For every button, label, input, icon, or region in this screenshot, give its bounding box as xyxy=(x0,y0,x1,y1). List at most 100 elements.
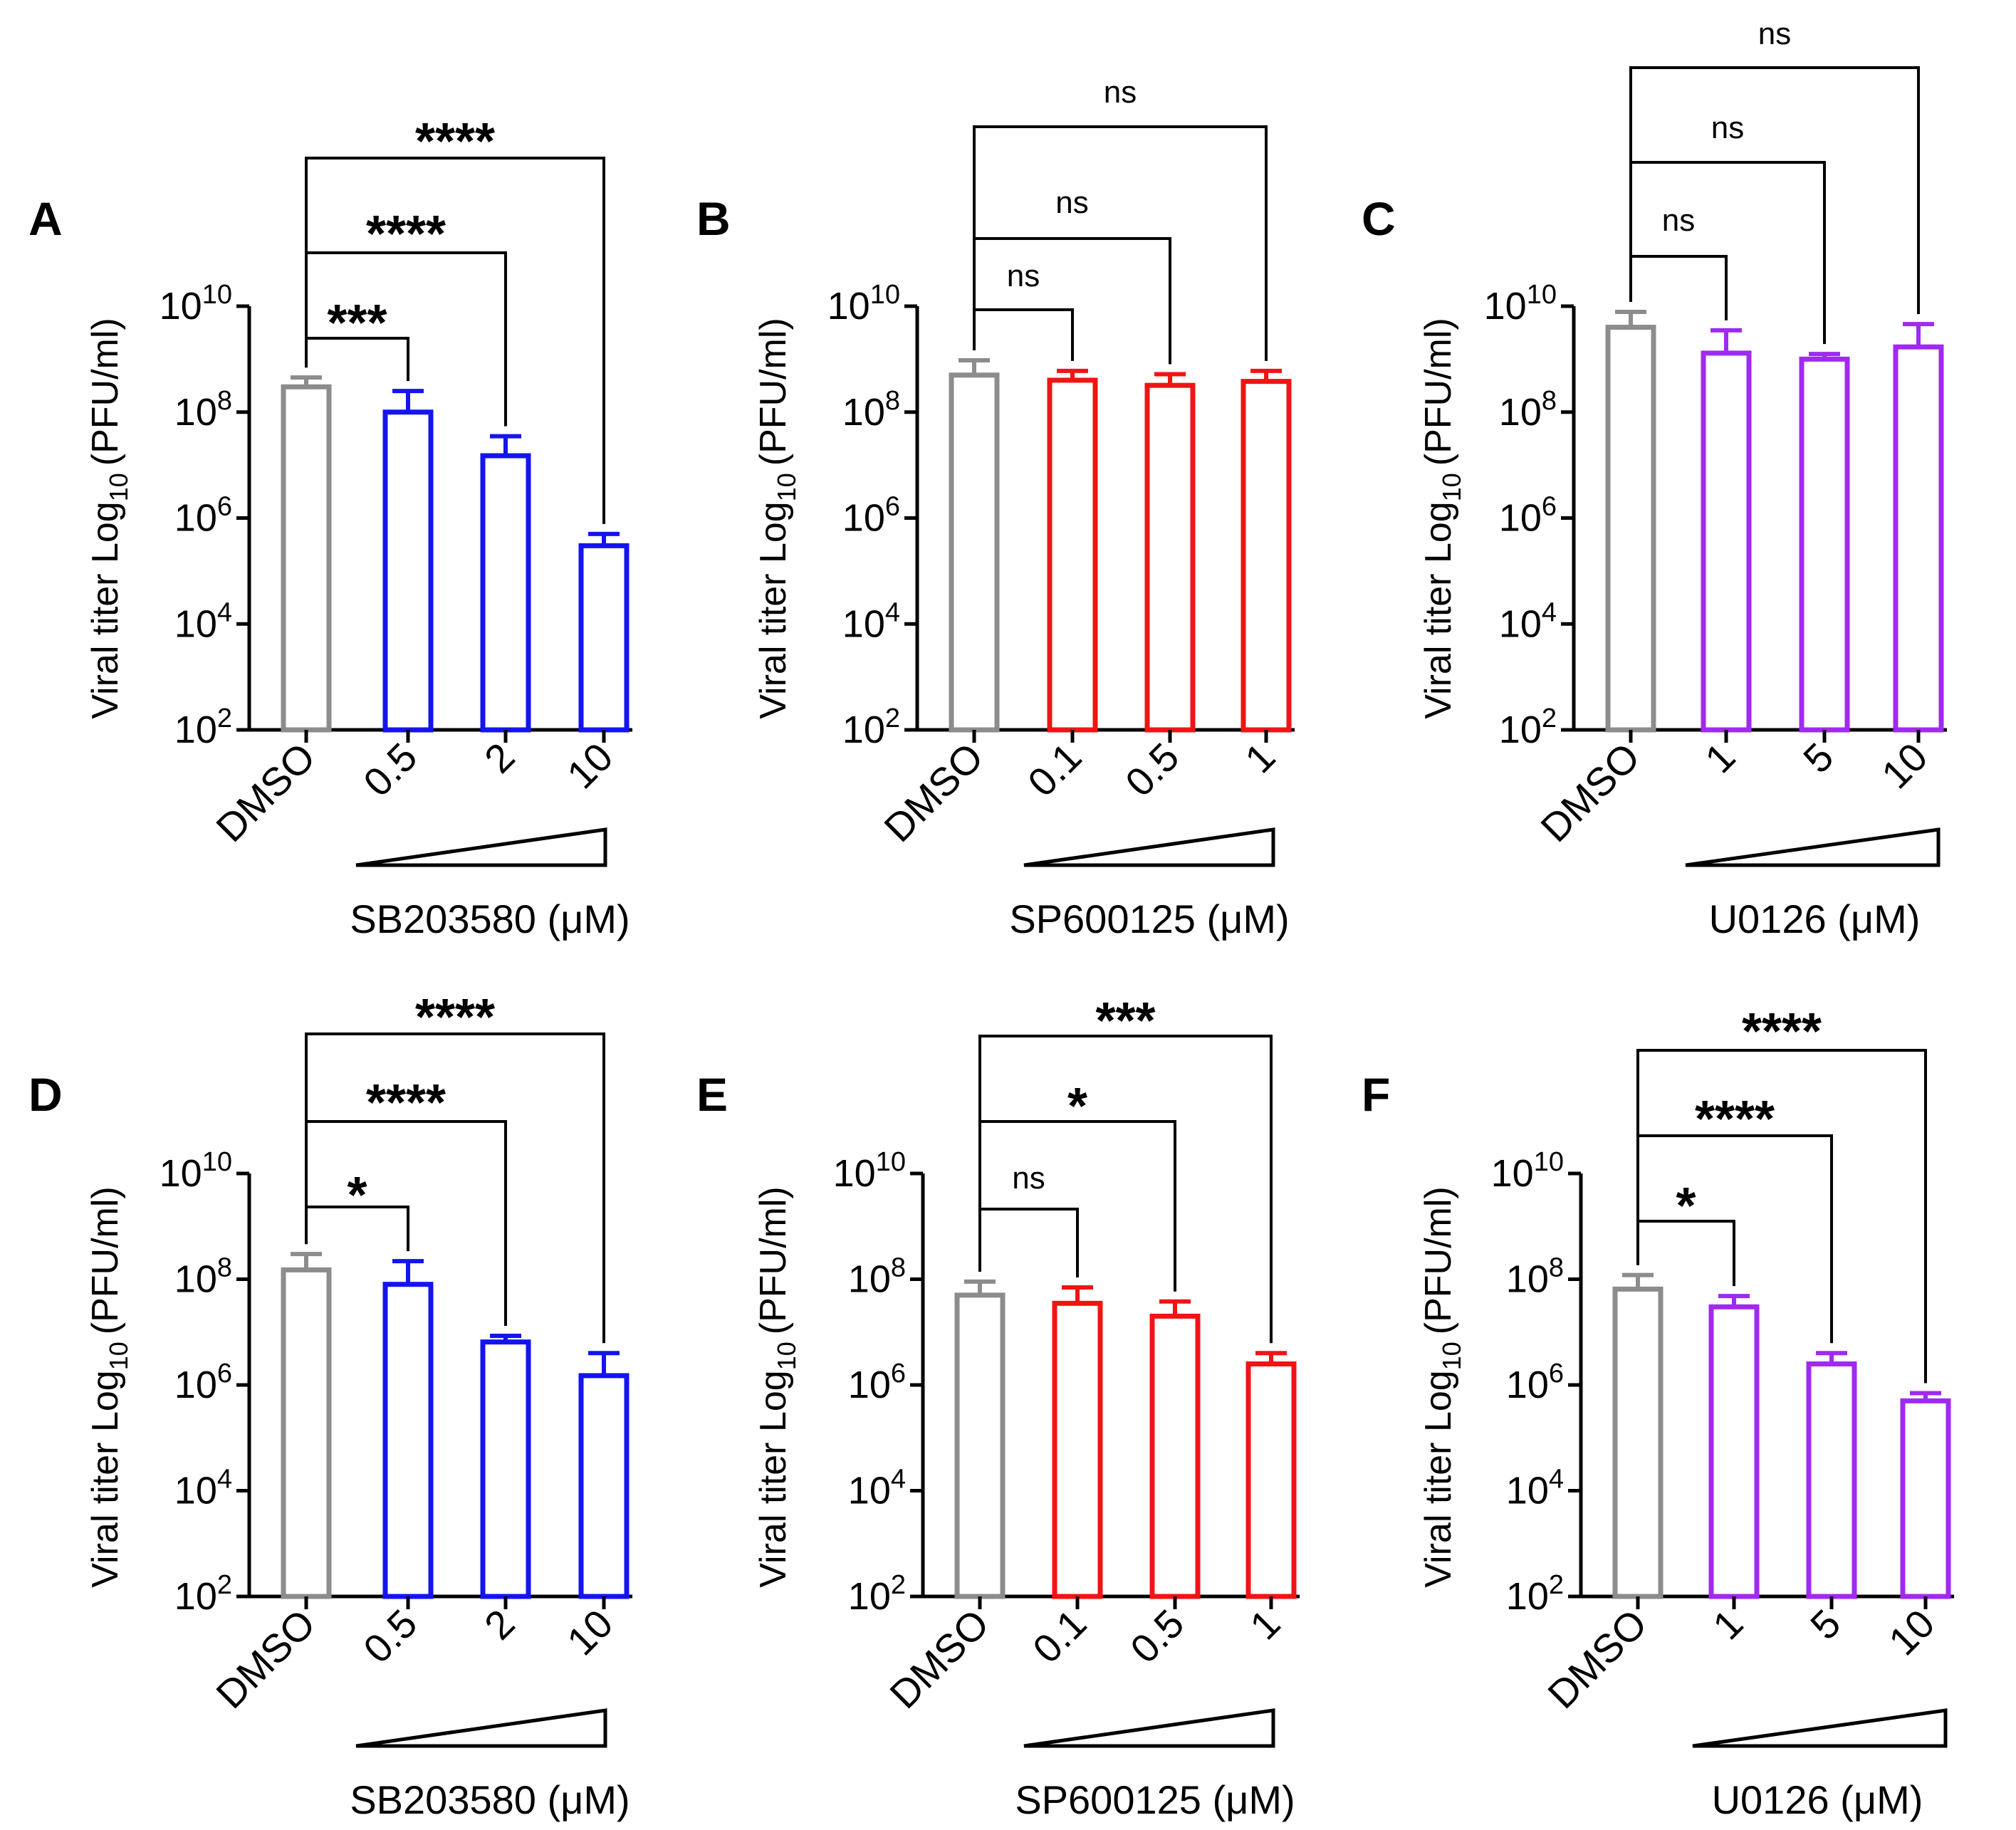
significance-label-text: **** xyxy=(1742,1003,1822,1060)
y-tick-exponent: 10 xyxy=(1534,1147,1564,1177)
y-tick-label: 102 xyxy=(842,704,900,751)
bar-2 xyxy=(480,1339,531,1599)
y-tick-base: 10 xyxy=(160,1152,202,1195)
y-tick-exponent: 6 xyxy=(885,492,900,522)
category-label: DMSO xyxy=(207,734,323,850)
y-tick-base: 10 xyxy=(1506,1258,1549,1301)
y-tick-label: 102 xyxy=(1499,704,1557,751)
y-axis-title-text: Viral titer Log xyxy=(85,501,126,718)
significance-label-text: ns xyxy=(1758,16,1791,51)
panel-letter: A xyxy=(28,192,63,245)
significance-label: ns xyxy=(1104,75,1137,110)
y-axis-title-subscript: 10 xyxy=(772,1342,801,1370)
y-tick-base: 10 xyxy=(842,709,885,751)
category-label-text: 10 xyxy=(558,734,622,798)
significance-label-text: * xyxy=(1676,1178,1696,1235)
bar-2 xyxy=(480,453,531,733)
y-tick-label: 106 xyxy=(1499,492,1557,540)
y-tick-base: 10 xyxy=(1499,391,1542,434)
y-axis-title: Viral titer Log10 (PFU/ml) xyxy=(1418,318,1466,718)
y-tick-base: 10 xyxy=(1506,1364,1549,1406)
category-label: 5 xyxy=(1795,734,1842,782)
y-axis-title-text: Viral titer Log xyxy=(1418,501,1459,718)
x-axis-title: SP600125 (μM) xyxy=(1015,1777,1295,1822)
x-axis-title: SB203580 (μM) xyxy=(350,896,630,941)
y-tick-exponent: 2 xyxy=(885,704,900,733)
y-tick-base: 10 xyxy=(842,602,885,645)
concentration-triangle xyxy=(1692,1708,1948,1748)
category-label: 0.1 xyxy=(1019,734,1090,805)
significance-label-text: ns xyxy=(1007,258,1040,293)
significance-label: *** xyxy=(1095,993,1155,1050)
x-axis-title: U0126 (μM) xyxy=(1712,1777,1923,1822)
bar-0 xyxy=(281,1267,332,1599)
concentration-triangle xyxy=(1023,1708,1275,1748)
y-tick-base: 10 xyxy=(842,391,885,434)
y-axis-title-units: (PFU/ml) xyxy=(85,1186,126,1334)
y-tick-base: 10 xyxy=(1499,709,1542,751)
bar-3 xyxy=(1241,379,1292,733)
y-tick-base: 10 xyxy=(174,1258,217,1301)
y-tick-exponent: 8 xyxy=(885,386,900,416)
y-tick-label: 108 xyxy=(848,1253,906,1301)
y-tick-base: 10 xyxy=(174,709,217,751)
y-tick-exponent: 8 xyxy=(217,386,232,416)
category-label: 10 xyxy=(1880,1601,1943,1664)
y-axis-title-subscript: 10 xyxy=(1437,1342,1466,1370)
significance-label: *** xyxy=(327,295,387,352)
category-label: DMSO xyxy=(207,1601,323,1717)
y-tick-exponent: 10 xyxy=(876,1147,906,1177)
y-tick-base: 10 xyxy=(1506,1470,1549,1512)
y-tick-base: 10 xyxy=(1484,285,1527,328)
category-label: 0.5 xyxy=(1117,734,1188,805)
category-label-text: 0.5 xyxy=(355,1601,426,1672)
category-label-text: 0.5 xyxy=(355,734,426,805)
y-tick-label: 108 xyxy=(842,386,900,434)
y-tick-label: 1010 xyxy=(833,1147,906,1195)
y-tick-base: 10 xyxy=(842,497,885,540)
x-axis-title: U0126 (μM) xyxy=(1709,896,1921,941)
concentration-triangle xyxy=(355,1708,607,1748)
concentration-triangle xyxy=(1685,827,1941,867)
y-tick-label: 104 xyxy=(848,1465,906,1512)
significance-bracket-2 xyxy=(978,1035,1273,1344)
panel-letter-text: E xyxy=(696,1068,728,1121)
y-axis-title-text: Viral titer Log xyxy=(753,501,794,718)
y-tick-label: 1010 xyxy=(1491,1147,1564,1195)
bar-1 xyxy=(1052,1300,1103,1599)
y-tick-exponent: 2 xyxy=(217,1570,232,1600)
y-tick-label: 1010 xyxy=(160,280,232,328)
significance-bracket-2 xyxy=(305,157,605,524)
y-tick-exponent: 4 xyxy=(891,1465,906,1495)
y-axis-title-subscript: 10 xyxy=(104,473,133,501)
significance-label-text: ns xyxy=(1662,203,1695,238)
y-tick-exponent: 2 xyxy=(217,704,232,733)
y-tick-base: 10 xyxy=(1506,1575,1549,1618)
significance-label-text: ns xyxy=(1104,75,1137,110)
bar-1 xyxy=(1047,377,1098,733)
y-tick-label: 104 xyxy=(1506,1465,1564,1512)
y-tick-base: 10 xyxy=(848,1258,891,1301)
y-tick-base: 10 xyxy=(174,1364,217,1406)
panel-letter: F xyxy=(1362,1068,1390,1121)
bar-0 xyxy=(949,372,1000,733)
category-label-text: 0.5 xyxy=(1122,1601,1193,1672)
significance-label: * xyxy=(1676,1178,1696,1235)
category-label-text: DMSO xyxy=(207,1601,323,1717)
significance-label: **** xyxy=(415,113,495,170)
y-tick-exponent: 8 xyxy=(1549,1253,1564,1283)
y-axis-title: Viral titer Log10 (PFU/ml) xyxy=(85,318,133,718)
y-tick-exponent: 10 xyxy=(870,280,900,310)
y-axis-title-units: (PFU/ml) xyxy=(85,318,126,466)
y-tick-exponent: 4 xyxy=(1549,1465,1564,1495)
y-tick-base: 10 xyxy=(160,285,202,328)
category-label: 2 xyxy=(476,734,523,782)
y-tick-label: 108 xyxy=(174,1253,232,1301)
y-tick-exponent: 4 xyxy=(217,597,232,627)
y-tick-exponent: 6 xyxy=(891,1359,906,1389)
bar-1 xyxy=(1701,350,1752,733)
y-tick-exponent: 2 xyxy=(891,1570,906,1600)
y-axis-title: Viral titer Log10 (PFU/ml) xyxy=(753,318,801,718)
